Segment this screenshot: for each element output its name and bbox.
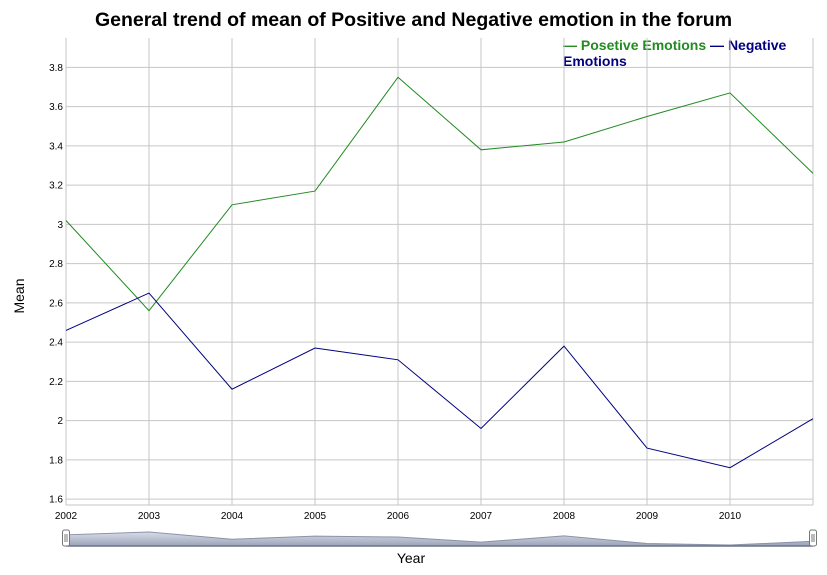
range-selector-area: [65, 531, 814, 547]
range-handle-right[interactable]: [809, 529, 817, 547]
y-tick-label: 1.8: [49, 455, 63, 466]
y-tick-label: 2.4: [49, 338, 63, 349]
legend-label-positive: Posetive Emotions: [580, 37, 707, 53]
series-line-positive: [65, 76, 814, 312]
y-tick-label: 3.8: [49, 63, 63, 74]
grid: [65, 38, 814, 506]
legend-label-negative: Negative Emotions: [563, 37, 787, 69]
x-tick-label: 2008: [553, 511, 576, 522]
y-tick-label: 2.6: [49, 298, 63, 309]
legend-item-positive[interactable]: — Posetive Emotions: [563, 37, 707, 53]
y-tick-label: 1.6: [49, 495, 63, 506]
x-axis: 2002 2003 2004 2005 2006 2007 2008 2009 2010: [55, 511, 742, 522]
x-tick-label: 2006: [387, 511, 410, 522]
x-tick-label: 2004: [221, 511, 244, 522]
y-tick-label: 3.2: [49, 181, 63, 192]
series-line-negative: [65, 292, 814, 469]
y-tick-label: 2.8: [49, 259, 63, 270]
chart-title: General trend of mean of Positive and Ne…: [94, 9, 733, 31]
x-tick-label: 2003: [138, 511, 161, 522]
y-tick-label: 3: [57, 220, 63, 231]
y-axis: 1.6 1.8 2 2.2 2.4 2.6 2.8 3 3.2 3.4 3.6 3.8: [49, 63, 63, 506]
range-selector[interactable]: [62, 529, 817, 547]
x-tick-label: 2009: [636, 511, 659, 522]
legend-item-negative[interactable]: — Negative Emotions: [563, 37, 787, 69]
y-tick-label: 2.2: [49, 377, 63, 388]
x-tick-label: 2005: [304, 511, 327, 522]
x-tick-label: 2010: [719, 511, 742, 522]
plot-lines: [65, 76, 814, 469]
range-handle-left[interactable]: [62, 529, 70, 547]
y-tick-label: 3.6: [49, 102, 63, 113]
x-tick-label: 2002: [55, 511, 78, 522]
x-tick-label: 2007: [470, 511, 493, 522]
x-axis-title: Year: [397, 550, 426, 566]
legend: — Posetive Emotions — Negative Emotions: [563, 37, 813, 69]
y-tick-label: 3.4: [49, 141, 63, 152]
y-tick-label: 2: [57, 416, 63, 427]
y-axis-title: Mean: [11, 278, 27, 313]
